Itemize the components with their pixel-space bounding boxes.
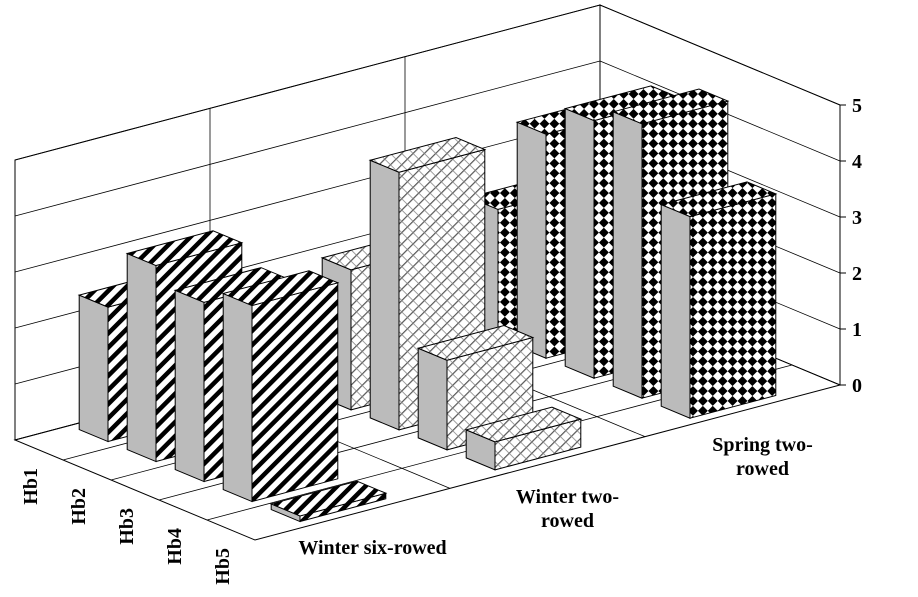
bar-side [222, 292, 253, 503]
grid-line [599, 4, 841, 106]
series-label: Hb2 [68, 488, 90, 525]
bar-top [125, 230, 244, 267]
y-tick-label: 4 [852, 151, 862, 173]
bar-front [689, 193, 777, 419]
bar [269, 480, 388, 523]
bar-side [126, 252, 157, 463]
grid-line [14, 60, 601, 217]
bar [659, 181, 778, 419]
bar-top [464, 406, 583, 443]
bar-top [659, 181, 778, 218]
series-label: Hb5 [212, 548, 234, 585]
bar-side [417, 347, 448, 451]
y-tick-label: 3 [852, 207, 862, 229]
bar-top [269, 480, 388, 517]
y-tick-label: 2 [852, 263, 862, 285]
y-tick-label: 1 [852, 319, 862, 341]
bar-top [221, 270, 340, 307]
bar [464, 406, 583, 471]
series-label: Hb1 [20, 468, 42, 505]
bar-side [660, 203, 691, 419]
bar-side [174, 289, 205, 483]
bar-top [611, 88, 730, 125]
bar-top [368, 137, 487, 173]
bar-side [78, 294, 109, 443]
bar-side [516, 121, 547, 359]
series-label: Hb4 [164, 528, 186, 565]
bar-front [251, 282, 339, 503]
bar [221, 270, 340, 503]
bar-top [416, 325, 535, 361]
y-tick-label: 5 [852, 95, 862, 117]
category-label: Winter two-rowed [515, 485, 620, 532]
y-tick-label: 0 [852, 375, 862, 397]
category-label: Spring two-rowed [712, 433, 813, 480]
grid-line [14, 4, 601, 161]
bar-side [564, 107, 595, 379]
bar-side [369, 159, 400, 431]
grid-line [14, 116, 601, 273]
bar-side [612, 111, 643, 399]
category-label: Winter six-rowed [298, 537, 447, 560]
series-label: Hb3 [116, 508, 138, 545]
